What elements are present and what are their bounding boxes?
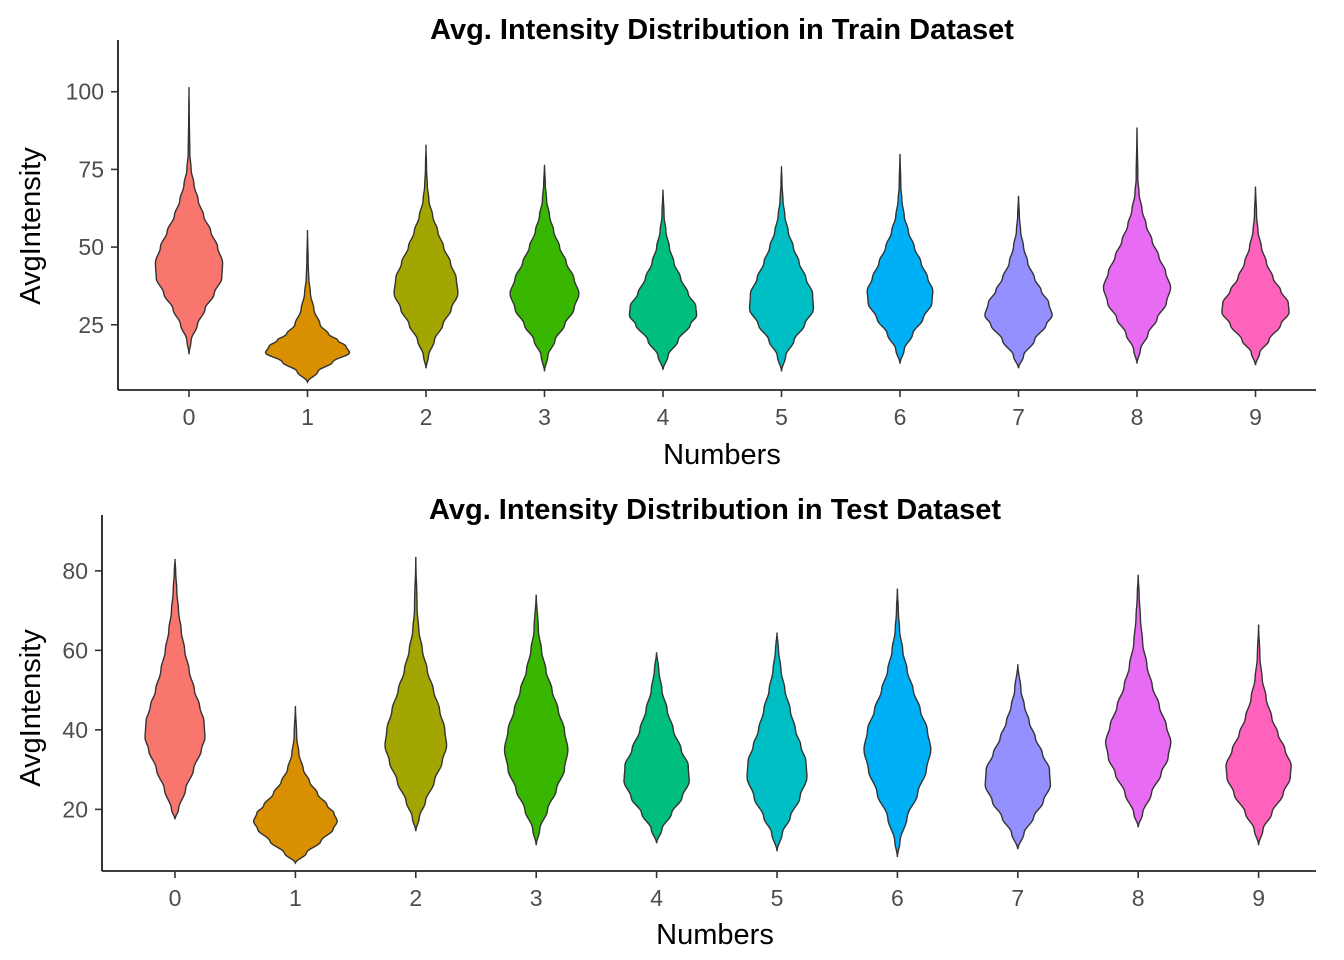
- x-tick-label: 2: [420, 404, 433, 430]
- x-tick-label: 3: [530, 885, 543, 911]
- violin-1: [252, 705, 338, 865]
- x-axis: 0 1 2 3 4 5 6 7 8 9: [118, 389, 1316, 430]
- violin-4: [628, 189, 698, 370]
- x-axis: 0 1 2 3 4 5 6 7 8 9: [102, 870, 1316, 911]
- x-tick-label: 6: [894, 404, 907, 430]
- violin-7: [984, 664, 1052, 850]
- x-axis-title: Numbers: [656, 919, 774, 951]
- violins: [144, 556, 1292, 865]
- x-tick-label: 7: [1011, 885, 1024, 911]
- chart-title: Avg. Intensity Distribution in Train Dat…: [430, 14, 1014, 46]
- x-tick-label: 4: [657, 404, 670, 430]
- x-tick-label: 1: [301, 404, 314, 430]
- y-axis: 20 40 60 80: [62, 515, 103, 871]
- violin-1: [264, 230, 351, 384]
- x-tick-label: 2: [409, 885, 422, 911]
- violins: [154, 87, 1290, 384]
- violin-5: [748, 166, 815, 372]
- x-tick-label: 6: [891, 885, 904, 911]
- violin-9: [1221, 186, 1290, 366]
- x-tick-label: 5: [771, 885, 784, 911]
- violin-6: [866, 153, 934, 364]
- violin-8: [1104, 574, 1172, 828]
- chart-title: Avg. Intensity Distribution in Test Data…: [429, 494, 1001, 526]
- y-tick-label: 25: [78, 312, 104, 338]
- x-tick-label: 9: [1252, 885, 1265, 911]
- violin-3: [509, 164, 580, 372]
- x-tick-label: 4: [650, 885, 663, 911]
- x-axis-title: Numbers: [663, 439, 781, 471]
- x-tick-label: 3: [538, 404, 551, 430]
- violin-0: [154, 87, 224, 355]
- violin-4: [623, 652, 690, 844]
- x-tick-label: 1: [289, 885, 302, 911]
- x-tick-label: 9: [1249, 404, 1262, 430]
- violin-8: [1102, 127, 1172, 364]
- x-tick-label: 0: [169, 885, 182, 911]
- y-axis-title: AvgIntensity: [15, 147, 47, 305]
- x-tick-label: 0: [183, 404, 196, 430]
- y-tick-label: 50: [78, 234, 104, 260]
- y-tick-label: 60: [62, 637, 88, 663]
- y-axis: 25 50 75 100: [66, 40, 119, 390]
- y-tick-label: 20: [62, 796, 88, 822]
- train-violin-chart: Avg. Intensity Distribution in Train Dat…: [15, 14, 1316, 471]
- violin-5: [746, 632, 808, 852]
- y-axis-title: AvgIntensity: [15, 629, 47, 787]
- violin-3: [503, 594, 569, 846]
- violin-7: [984, 195, 1053, 369]
- y-tick-label: 40: [62, 717, 88, 743]
- violin-0: [144, 558, 206, 820]
- test-violin-chart: Avg. Intensity Distribution in Test Data…: [15, 494, 1316, 951]
- violin-2: [384, 556, 448, 832]
- y-tick-label: 100: [66, 79, 104, 105]
- x-tick-label: 7: [1012, 404, 1025, 430]
- violin-9: [1225, 624, 1292, 846]
- y-tick-label: 80: [62, 558, 88, 584]
- x-tick-label: 8: [1131, 404, 1144, 430]
- x-tick-label: 5: [775, 404, 788, 430]
- y-tick-label: 75: [78, 156, 104, 182]
- x-tick-label: 8: [1132, 885, 1145, 911]
- violin-2: [393, 144, 459, 369]
- violin-6: [863, 588, 932, 858]
